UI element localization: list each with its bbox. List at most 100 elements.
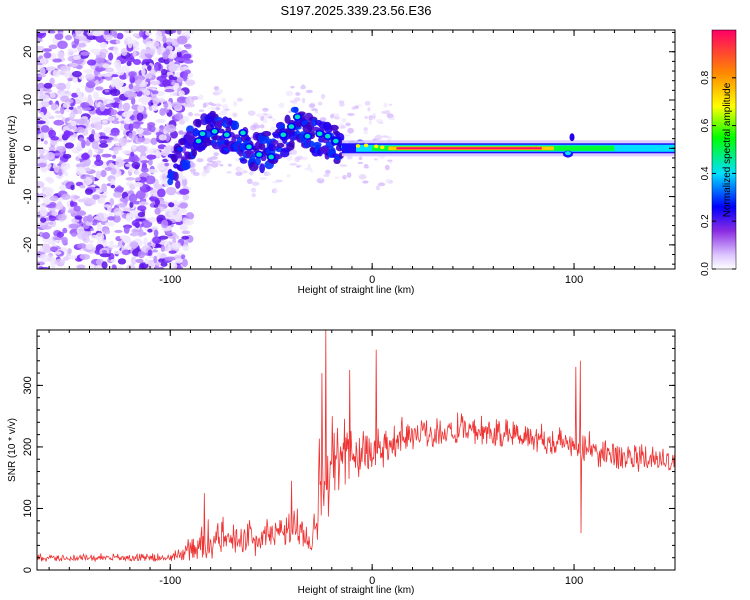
noise-blob: [192, 172, 200, 176]
noise-blob: [388, 114, 392, 118]
noise-blob: [125, 177, 136, 181]
noise-blob: [150, 137, 158, 145]
ridge-spot-core: [211, 129, 218, 134]
noise-blob: [45, 152, 55, 160]
noise-blob: [286, 155, 293, 161]
noise-blob: [167, 244, 172, 252]
noise-blob: [182, 115, 190, 123]
noise-blob: [112, 214, 121, 223]
noise-blob: [110, 168, 117, 175]
noise-blob: [62, 239, 67, 245]
noise-blob: [147, 242, 152, 247]
noise-blob: [317, 101, 323, 106]
noise-blob: [112, 154, 117, 159]
noise-blob: [101, 183, 107, 193]
noise-blob: [75, 166, 87, 176]
noise-blob: [129, 201, 134, 208]
noise-blob: [43, 196, 51, 205]
noise-blob: [181, 258, 188, 268]
noise-blob: [56, 145, 67, 153]
colorbar-tick-label: 0.4: [700, 166, 711, 180]
noise-blob: [151, 103, 159, 112]
noise-blob: [43, 82, 53, 89]
noise-blob: [113, 250, 123, 255]
noise-blob: [182, 72, 188, 82]
noise-blob: [40, 100, 50, 108]
noise-blob: [259, 176, 267, 181]
noise-blob: [131, 228, 139, 234]
noise-blob: [88, 134, 95, 143]
noise-blob: [77, 243, 87, 249]
noise-blob: [166, 41, 173, 46]
noise-blob: [137, 228, 144, 238]
noise-blob: [181, 230, 191, 235]
noise-blob: [92, 194, 100, 200]
spectrogram-x-axis-label: Height of straight line (km): [298, 285, 415, 296]
noise-blob: [183, 59, 194, 64]
noise-blob: [174, 258, 183, 264]
noise-blob: [54, 258, 66, 266]
noise-blob: [57, 40, 68, 50]
noise-blob: [50, 136, 59, 141]
noise-blob: [184, 43, 192, 50]
noise-blob: [80, 101, 90, 109]
noise-blob: [264, 172, 272, 176]
noise-blob: [345, 122, 351, 127]
noise-blob: [134, 164, 140, 170]
noise-blob: [161, 173, 167, 181]
noise-blob: [71, 44, 77, 49]
noise-blob: [271, 118, 276, 121]
noise-blob: [95, 170, 102, 180]
noise-blob: [88, 240, 95, 244]
noise-blob: [207, 102, 213, 106]
ridge-blob: [177, 146, 184, 152]
noise-blob: [164, 162, 170, 167]
noise-blob: [156, 46, 162, 56]
noise-blob: [189, 168, 196, 173]
ridge-spot-core: [324, 133, 331, 139]
noise-blob: [98, 197, 106, 204]
noise-blob: [74, 35, 83, 40]
noise-blob: [299, 85, 307, 90]
noise-blob: [64, 117, 70, 126]
noise-blob: [202, 102, 207, 109]
noise-blob: [346, 113, 355, 116]
snr-x-axis-label: Height of straight line (km): [298, 585, 415, 596]
ridge-spot-core: [199, 131, 206, 137]
noise-blob: [85, 197, 93, 204]
noise-blob: [135, 258, 144, 264]
spec-x-tick-label: -100: [159, 274, 181, 286]
noise-blob: [138, 201, 149, 206]
noise-blob: [165, 124, 177, 133]
noise-blob: [41, 225, 52, 230]
noise-blob: [342, 174, 347, 180]
band-dot: [363, 143, 369, 148]
noise-blob: [142, 49, 152, 54]
noise-blob: [120, 47, 128, 56]
noise-blob: [138, 97, 144, 103]
spec-x-tick-label: 100: [565, 274, 583, 286]
noise-blob: [140, 160, 150, 164]
noise-blob: [142, 58, 150, 63]
noise-blob: [38, 132, 49, 139]
noise-blob: [357, 161, 364, 165]
noise-blob: [76, 264, 86, 269]
noise-blob: [37, 181, 45, 189]
noise-blob: [113, 59, 122, 69]
ridge-spot-core: [195, 138, 202, 144]
noise-blob: [81, 153, 89, 161]
ridge-blob: [236, 136, 243, 144]
noise-blob: [46, 89, 52, 93]
noise-blob: [381, 110, 387, 114]
noise-blob: [134, 75, 146, 81]
noise-blob: [39, 58, 47, 64]
noise-blob: [148, 196, 159, 202]
noise-blob: [221, 97, 227, 103]
snr-y-tick-label: 100: [22, 499, 34, 517]
noise-blob: [184, 69, 191, 75]
noise-blob: [301, 156, 308, 161]
noise-blob: [157, 266, 165, 269]
noise-blob: [124, 239, 131, 244]
colorbar-tick-label: 0.6: [700, 118, 711, 132]
noise-blob: [174, 112, 184, 121]
